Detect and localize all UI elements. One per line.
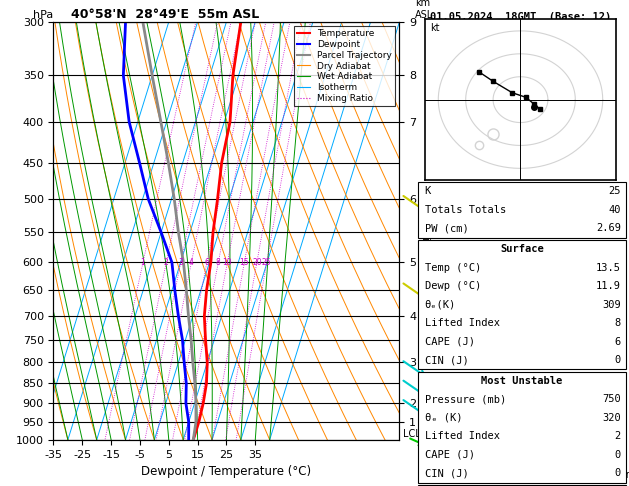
- Text: hPa: hPa: [33, 10, 53, 20]
- Text: 0: 0: [615, 450, 621, 460]
- Text: 0: 0: [615, 469, 621, 478]
- Text: 01.05.2024  18GMT  (Base: 12): 01.05.2024 18GMT (Base: 12): [430, 12, 611, 22]
- Text: Most Unstable: Most Unstable: [481, 376, 563, 386]
- Text: 8: 8: [615, 318, 621, 328]
- Text: Lifted Index: Lifted Index: [425, 318, 499, 328]
- Text: Dewp (°C): Dewp (°C): [425, 281, 481, 291]
- Text: θₑ(K): θₑ(K): [425, 300, 456, 310]
- Legend: Temperature, Dewpoint, Parcel Trajectory, Dry Adiabat, Wet Adiabat, Isotherm, Mi: Temperature, Dewpoint, Parcel Trajectory…: [294, 26, 395, 105]
- Text: 320: 320: [602, 413, 621, 423]
- Text: CIN (J): CIN (J): [425, 469, 469, 478]
- Text: 1: 1: [140, 258, 145, 267]
- Text: 25: 25: [608, 187, 621, 196]
- Text: 8: 8: [216, 258, 221, 267]
- Text: Surface: Surface: [500, 244, 544, 254]
- Y-axis label: Mixing Ratio (g/kg): Mixing Ratio (g/kg): [420, 182, 430, 280]
- Text: 25: 25: [262, 258, 272, 267]
- Text: kt: kt: [430, 23, 440, 33]
- Text: 3: 3: [178, 258, 183, 267]
- Text: 40°58'N  28°49'E  55m ASL: 40°58'N 28°49'E 55m ASL: [71, 8, 259, 21]
- Text: CAPE (J): CAPE (J): [425, 450, 474, 460]
- Text: Lifted Index: Lifted Index: [425, 432, 499, 441]
- Text: K: K: [425, 187, 431, 196]
- Text: θₑ (K): θₑ (K): [425, 413, 462, 423]
- Text: Pressure (mb): Pressure (mb): [425, 395, 506, 404]
- Text: 2.69: 2.69: [596, 224, 621, 233]
- Text: 6: 6: [615, 337, 621, 347]
- Text: 750: 750: [602, 395, 621, 404]
- Text: 2: 2: [164, 258, 169, 267]
- Text: © weatheronline.co.uk: © weatheronline.co.uk: [567, 470, 629, 480]
- Text: 40: 40: [608, 205, 621, 215]
- Text: Totals Totals: Totals Totals: [425, 205, 506, 215]
- Text: 15: 15: [240, 258, 249, 267]
- Text: CIN (J): CIN (J): [425, 355, 469, 365]
- Text: PW (cm): PW (cm): [425, 224, 469, 233]
- Text: CAPE (J): CAPE (J): [425, 337, 474, 347]
- Text: 309: 309: [602, 300, 621, 310]
- Text: 13.5: 13.5: [596, 263, 621, 273]
- Text: 11.9: 11.9: [596, 281, 621, 291]
- Text: 20: 20: [252, 258, 262, 267]
- Text: km
ASL: km ASL: [415, 0, 433, 20]
- Text: LCL: LCL: [403, 429, 421, 439]
- Text: 2: 2: [615, 432, 621, 441]
- Text: © weatheronline.co.uk: © weatheronline.co.uk: [459, 469, 582, 479]
- Text: 6: 6: [204, 258, 209, 267]
- Text: 10: 10: [223, 258, 232, 267]
- Text: 0: 0: [615, 355, 621, 365]
- Text: 4: 4: [189, 258, 194, 267]
- Text: Temp (°C): Temp (°C): [425, 263, 481, 273]
- X-axis label: Dewpoint / Temperature (°C): Dewpoint / Temperature (°C): [142, 465, 311, 478]
